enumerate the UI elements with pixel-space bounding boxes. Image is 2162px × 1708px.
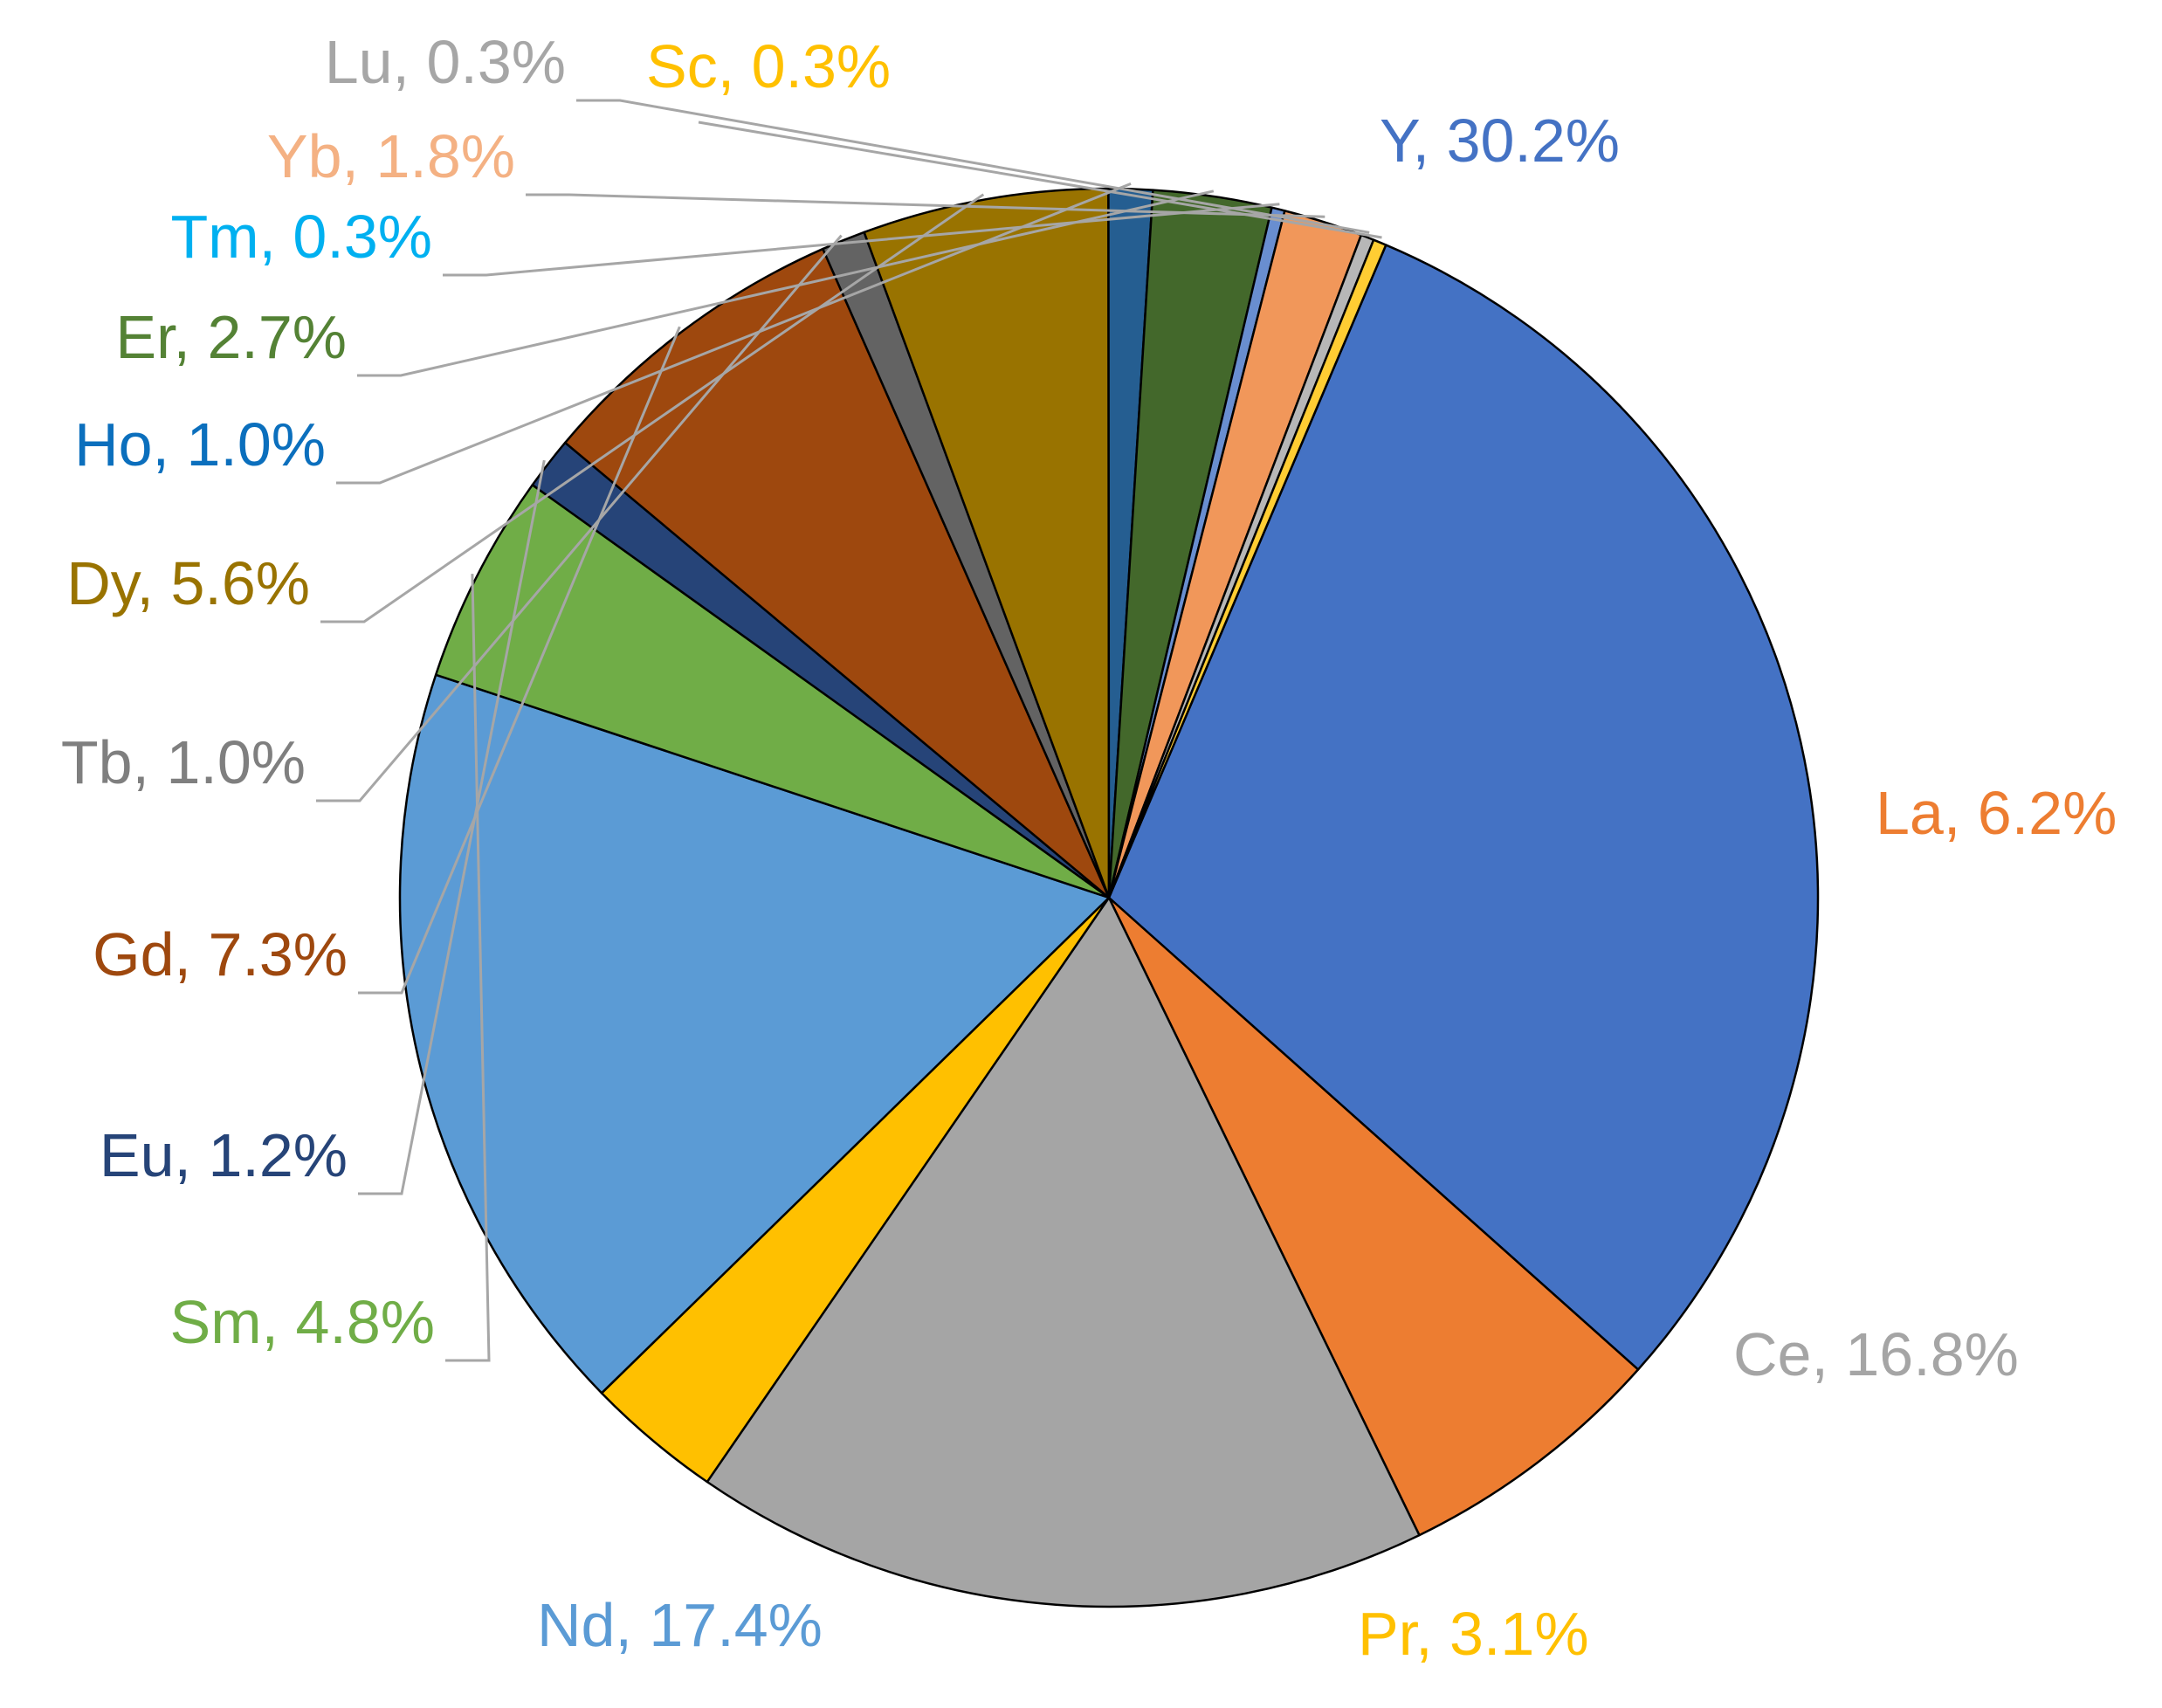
leader-line-sc: [698, 121, 1382, 239]
data-label-y: Y, 30.2%: [1380, 107, 1620, 175]
data-labels: Y, 30.2% La, 6.2% Ce, 16.8% Pr, 3.1% Nd, 17.…: [61, 28, 2117, 1668]
leader-line-tb: [316, 234, 843, 802]
pie-slice-ce: [706, 896, 1421, 1608]
data-label-nd: Nd, 17.4%: [537, 1591, 823, 1659]
pie-slice-la: [1107, 896, 1640, 1537]
leader-line-gd: [358, 326, 681, 995]
data-label-ho: Ho, 1.0%: [74, 410, 326, 479]
data-label-lu: Lu, 0.3%: [325, 28, 566, 96]
data-label-tm: Tm, 0.3%: [170, 203, 432, 271]
pie-slices: [398, 187, 1820, 1608]
leader-line-eu: [358, 459, 546, 1195]
leader-line-er: [357, 189, 1215, 377]
data-label-eu: Eu, 1.2%: [100, 1121, 348, 1189]
data-label-sm: Sm, 4.8%: [170, 1288, 435, 1356]
data-label-sc: Sc, 0.3%: [646, 32, 891, 100]
leader-line-tm: [443, 203, 1280, 277]
pie-slice-gd: [563, 247, 1111, 899]
data-label-la: La, 6.2%: [1876, 779, 2117, 847]
leader-line-sm: [445, 574, 491, 1362]
data-label-er: Er, 2.7%: [115, 303, 347, 371]
data-label-yb: Yb, 1.8%: [267, 122, 515, 190]
pie-slice-nd: [398, 673, 1111, 1395]
leader-line-yb: [526, 193, 1325, 218]
data-label-dy: Dy, 5.6%: [66, 549, 310, 617]
leader-line-lu: [576, 99, 1370, 234]
data-label-pr: Pr, 3.1%: [1358, 1600, 1589, 1668]
data-label-ce: Ce, 16.8%: [1733, 1320, 2019, 1388]
leader-line-dy: [320, 193, 985, 623]
data-label-tb: Tb, 1.0%: [61, 728, 306, 796]
pie-slice-y: [1107, 244, 1820, 1371]
data-label-gd: Gd, 7.3%: [93, 920, 348, 988]
leader-lines: [316, 99, 1382, 1362]
pie-slice-sc: [1107, 238, 1387, 899]
leader-line-ho: [336, 183, 1132, 485]
pie-slice-sm: [434, 484, 1111, 899]
